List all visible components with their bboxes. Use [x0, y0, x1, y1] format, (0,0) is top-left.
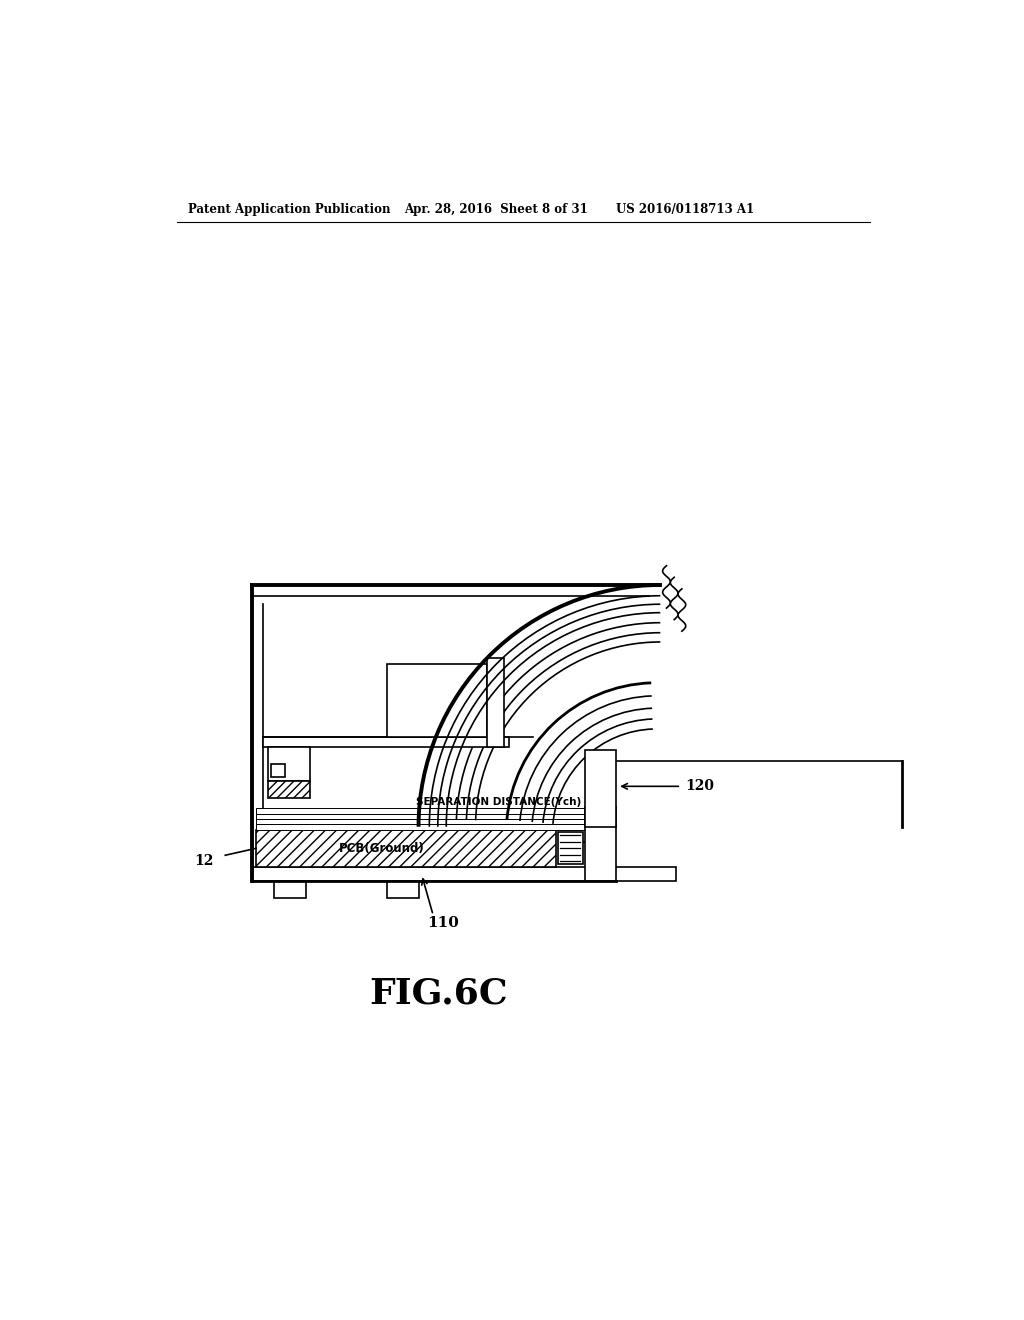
Text: 110: 110: [427, 916, 459, 931]
Text: FIG.6C: FIG.6C: [370, 977, 508, 1011]
Bar: [585, 807, 615, 880]
Bar: [256, 825, 585, 830]
Bar: [256, 808, 585, 813]
Bar: [387, 664, 487, 738]
Bar: [256, 818, 585, 825]
Bar: [267, 747, 310, 781]
Bar: [271, 763, 286, 777]
Text: PCB(Ground): PCB(Ground): [339, 842, 425, 855]
Bar: [558, 832, 583, 865]
Bar: [387, 880, 419, 898]
Bar: [585, 750, 615, 826]
Text: Patent Application Publication: Patent Application Publication: [188, 203, 391, 216]
Text: 12: 12: [195, 854, 214, 867]
Bar: [263, 738, 509, 747]
Text: US 2016/0118713 A1: US 2016/0118713 A1: [615, 203, 754, 216]
Bar: [487, 659, 504, 747]
Text: 120: 120: [685, 779, 714, 793]
Bar: [273, 880, 306, 898]
Bar: [252, 867, 676, 880]
Bar: [267, 781, 310, 799]
Bar: [256, 830, 556, 867]
Text: SEPARATION DISTANCE(Ych): SEPARATION DISTANCE(Ych): [416, 797, 581, 807]
Text: Apr. 28, 2016  Sheet 8 of 31: Apr. 28, 2016 Sheet 8 of 31: [403, 203, 588, 216]
Bar: [256, 813, 585, 818]
